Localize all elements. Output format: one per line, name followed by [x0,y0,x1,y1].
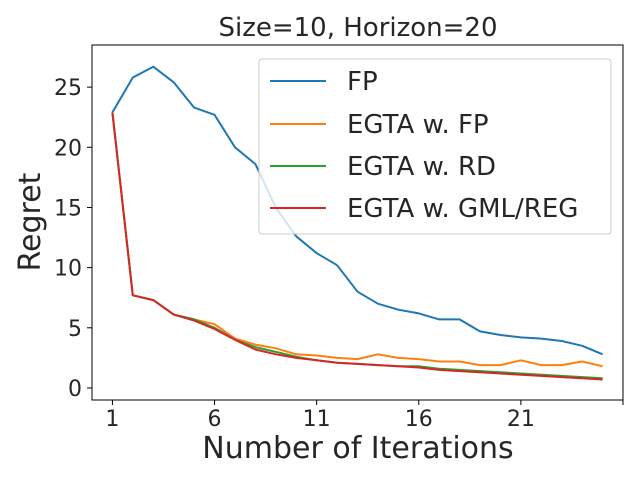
legend-label-egta-fp: EGTA w. FP [347,110,489,140]
y-tick-label: 0 [68,377,82,402]
y-axis-ticks: 0 5 10 15 20 25 [54,76,92,402]
x-tick-label: 21 [507,407,535,432]
x-axis-ticks: 1 6 11 16 21 [105,400,624,432]
plot-frame [91,44,624,401]
x-tick-label: 1 [105,407,119,432]
y-tick-label: 5 [68,317,82,342]
legend-label-egta-rd: EGTA w. RD [347,152,496,182]
legend: FP EGTA w. FP EGTA w. RD EGTA w. GML/REG [258,58,612,235]
series-line-0 [111,65,603,356]
x-tick-label: 16 [405,407,433,432]
y-tick-label: 20 [54,136,82,161]
y-tick-label: 25 [54,76,82,101]
y-axis-label: Regret [13,172,48,271]
x-tick-label: 6 [208,407,222,432]
legend-box [258,58,612,235]
chart-title: Size=10, Horizon=20 [218,13,497,43]
plot-lines [111,65,603,381]
y-tick-label: 15 [54,196,82,221]
legend-label-fp: FP [347,67,378,97]
x-axis-label: Number of Iterations [202,431,513,466]
legend-label-egta-gml-reg: EGTA w. GML/REG [347,194,578,224]
y-tick-label: 10 [54,257,82,282]
series-line-3 [111,112,603,381]
x-tick-label: 11 [303,407,331,432]
